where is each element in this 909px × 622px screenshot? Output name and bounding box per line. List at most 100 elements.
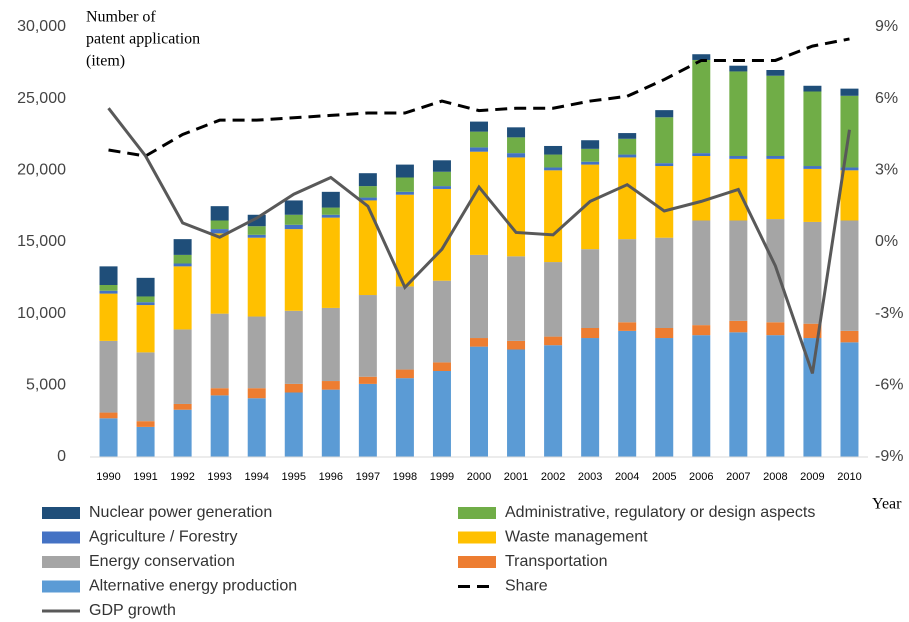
bar-segment [247,237,266,317]
y2-tick-label: -9% [875,448,903,465]
bar-segment [432,371,451,457]
bar-segment [581,148,600,162]
bar-segment [358,186,377,198]
bar-segment [618,138,637,155]
bar-segment [173,329,192,404]
bar-segment [321,381,340,390]
bar-segment [507,349,526,457]
bar-segment [247,388,266,399]
bar-segment [210,388,229,396]
bar-segment [544,345,563,457]
x-tick-label: 2001 [504,471,528,483]
bar-segment [321,389,340,457]
bar-segment [470,151,488,255]
bar-segment [358,376,377,384]
x-tick-label: 1991 [133,471,157,483]
bar-segment [321,307,340,382]
bar-segment [544,262,563,337]
legend-swatch [42,531,80,544]
bar-segment [136,305,155,353]
bar-segment [803,91,822,167]
bar-segment [470,338,488,347]
legend-swatch [42,507,80,519]
bar-segment [766,322,785,336]
bar-segment [284,383,303,393]
x-tick-label: 2004 [615,471,639,483]
bar-segment [803,221,822,324]
bar-segment [507,153,526,158]
bar-segment [395,191,414,195]
bar-segment [432,188,451,281]
line [108,37,850,158]
bar-segment [729,65,748,72]
bar-segment [840,330,859,343]
x-tick-label: 2007 [726,471,750,483]
bar-segment [432,160,451,172]
bar-segment [284,214,303,225]
bar-segment [655,163,674,167]
bar-segment [136,426,155,457]
y2-tick-label: -3% [875,305,903,322]
bar-segment [470,121,488,132]
bar-segment [247,398,266,457]
x-tick-label: 1996 [319,471,343,483]
bar-segment [766,219,785,323]
bar-segment [655,328,674,339]
legend-swatch [458,507,496,519]
bar-segment [99,412,118,419]
bar-segment [247,214,266,227]
y-tick-label: 30,000 [17,18,66,35]
bar-segment [692,335,711,457]
bar-segment [358,197,377,201]
bar-segment [284,310,303,384]
bar-segment [618,239,637,323]
bar-segment [581,161,600,165]
bar-segment [173,409,192,457]
bar-segment [395,369,414,379]
x-tick-label: 1995 [282,471,306,483]
x-tick-label: 1994 [244,471,268,483]
bar-segment [470,254,488,339]
bar-segment [840,88,859,96]
legend-label: Nuclear power generation [89,504,272,521]
y2-tick-label: -6% [875,377,903,394]
bar-segment [729,332,748,457]
bar-segment [803,338,822,457]
bar-segment [655,338,674,457]
line [107,107,851,374]
bar-segment [395,194,414,287]
bar-segment [581,140,600,149]
bar-segment [692,156,711,221]
bar-segment [655,110,674,118]
bar-segment [618,330,637,457]
bar-segment [692,325,711,336]
x-tick-label: 2009 [800,471,824,483]
bar-segment [729,71,748,156]
bar-segment [173,254,192,264]
bar-segment [321,217,340,308]
bar-segment [395,378,414,457]
legend-swatch [42,580,80,593]
bar-segment [692,220,711,326]
x-tick-label: 2010 [837,471,861,483]
bar-segment [766,70,785,76]
y2-tick-label: 0% [875,233,898,250]
bar-segment [581,338,600,457]
legend-label: Alternative energy production [89,578,297,595]
bar-segment [99,418,118,457]
bar-segment [581,164,600,250]
bar-segment [321,207,340,215]
bar-segment [507,137,526,154]
bar-segment [766,335,785,457]
bar-segment [210,313,229,389]
bar-segment [284,229,303,311]
bar-segment [395,286,414,370]
legend-label: GDP growth [89,602,176,619]
bar-segment [136,302,155,306]
bar-segment [729,156,748,159]
bar-segment [544,145,563,155]
bar-segment [321,214,340,218]
x-tick-label: 2008 [763,471,787,483]
bar-segment [840,170,859,221]
bar-segment [618,322,637,331]
